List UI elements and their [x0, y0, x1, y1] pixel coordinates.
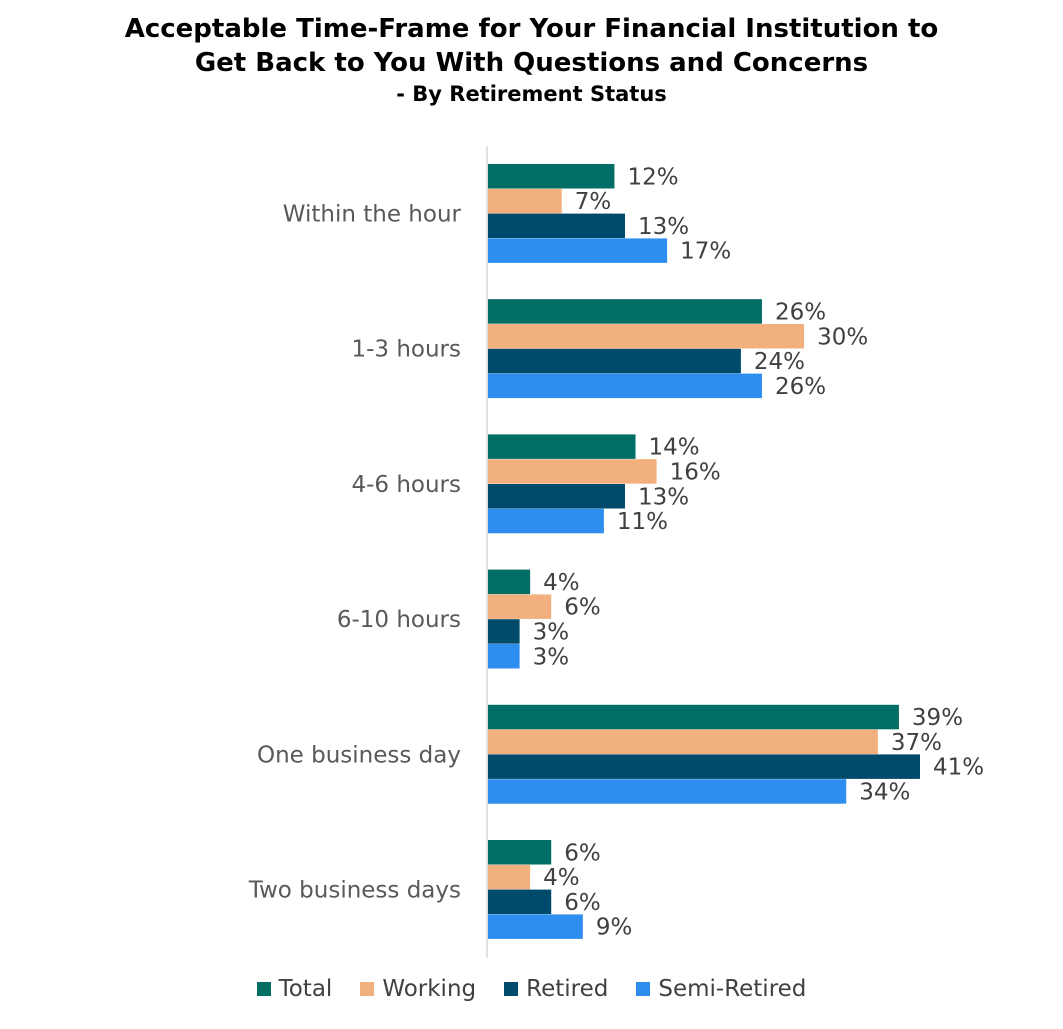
data-label: 4% — [543, 570, 580, 596]
bar-working — [488, 864, 531, 890]
data-label: 41% — [933, 755, 984, 781]
category-label: 6-10 hours — [337, 607, 461, 633]
legend-swatch — [360, 982, 375, 996]
bar-total — [488, 840, 552, 865]
bar-total — [488, 434, 636, 459]
bar-working — [488, 729, 878, 755]
legend-label: Retired — [526, 976, 609, 1002]
bar-semi-retired — [488, 373, 762, 399]
bar-total — [488, 569, 531, 595]
data-label: 6% — [564, 840, 601, 866]
legend-label: Semi-Retired — [658, 976, 807, 1002]
legend-label: Working — [382, 976, 477, 1002]
category-label: 4-6 hours — [351, 472, 461, 498]
legend-label: Total — [278, 976, 333, 1002]
bar-semi-retired — [488, 508, 604, 534]
category-label: One business day — [257, 742, 461, 768]
data-label: 17% — [680, 239, 731, 265]
data-label: 3% — [533, 644, 570, 670]
data-label: 9% — [596, 915, 633, 941]
data-label: 6% — [564, 595, 601, 621]
legend-item-semi-retired: Semi-Retired — [636, 976, 806, 1002]
chart-subtitle: - By Retirement Status — [396, 82, 667, 106]
legend-item-retired: Retired — [504, 976, 608, 1002]
category-label: Two business days — [248, 877, 461, 903]
data-label: 26% — [775, 299, 826, 325]
data-label: 30% — [817, 324, 868, 350]
legend-swatch — [504, 982, 519, 996]
data-label: 12% — [627, 164, 678, 190]
bar-working — [488, 594, 552, 619]
chart-titles: Acceptable Time-Frame for Your Financial… — [0, 12, 1063, 108]
bar-working — [488, 324, 805, 349]
data-label: 13% — [638, 484, 689, 510]
category-label: Within the hour — [283, 201, 462, 227]
bar-semi-retired — [488, 914, 583, 939]
bar-retired — [488, 213, 625, 239]
bar-retired — [488, 484, 625, 509]
data-label: 24% — [754, 349, 805, 375]
bar-total — [488, 704, 899, 730]
data-label: 13% — [638, 214, 689, 240]
data-label: 26% — [775, 374, 826, 400]
bar-retired — [488, 619, 520, 644]
data-label: 14% — [649, 435, 700, 461]
bar-semi-retired — [488, 779, 847, 804]
data-label: 4% — [543, 865, 580, 891]
category-label: 1-3 hours — [351, 337, 461, 363]
chart-legend: Total Working Retired Semi-Retired — [0, 976, 1063, 1002]
chart-title: Acceptable Time-Frame for Your Financial… — [124, 14, 939, 78]
legend-swatch — [256, 982, 271, 996]
legend-item-total: Total — [256, 976, 333, 1002]
data-label: 11% — [617, 509, 668, 535]
bar-working — [488, 188, 562, 214]
bar-semi-retired — [488, 644, 520, 669]
bar-working — [488, 459, 657, 484]
bar-total — [488, 299, 762, 324]
legend-item-working: Working — [360, 976, 476, 1002]
bar-semi-retired — [488, 238, 668, 263]
data-label: 6% — [564, 890, 601, 916]
legend-swatch — [636, 982, 651, 996]
bar-total — [488, 164, 615, 189]
data-label: 34% — [859, 779, 910, 805]
data-label: 3% — [533, 619, 570, 645]
data-label: 16% — [670, 459, 721, 485]
bar-retired — [488, 889, 552, 915]
bar-retired — [488, 754, 920, 779]
data-label: 39% — [912, 705, 963, 731]
data-label: 37% — [891, 730, 942, 756]
bar-retired — [488, 348, 741, 374]
data-label: 7% — [575, 189, 612, 215]
